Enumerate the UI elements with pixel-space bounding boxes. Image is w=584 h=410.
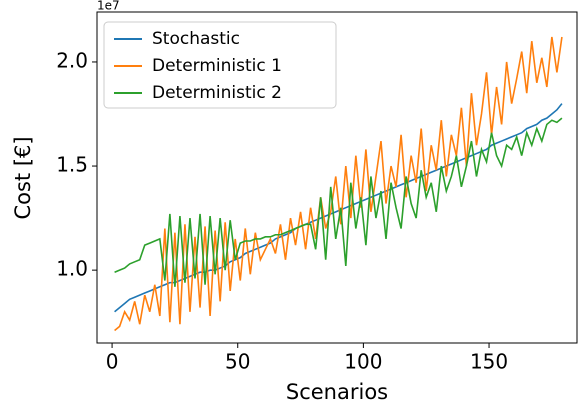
x-tick-label: 50 xyxy=(225,350,250,374)
plot-frame xyxy=(96,11,578,344)
x-tick-label: 0 xyxy=(106,350,119,374)
legend-label: Deterministic 1 xyxy=(152,56,282,76)
legend-label: Deterministic 2 xyxy=(152,83,282,103)
x-tick-label: 100 xyxy=(344,350,382,374)
y-tick-label: 1.0 xyxy=(56,257,88,281)
y-tick-label: 1.5 xyxy=(56,153,88,177)
offset-text: 1e7 xyxy=(97,0,120,13)
legend-box xyxy=(103,21,337,109)
series-line xyxy=(114,117,563,287)
y-axis-label: Cost [€] xyxy=(11,136,35,219)
x-axis-label: Scenarios xyxy=(286,380,388,404)
series-line xyxy=(114,36,563,332)
legend-label: Stochastic xyxy=(152,29,240,49)
series-line xyxy=(114,103,563,313)
x-tick-label: 150 xyxy=(470,350,508,374)
y-tick-label: 2.0 xyxy=(56,48,88,72)
